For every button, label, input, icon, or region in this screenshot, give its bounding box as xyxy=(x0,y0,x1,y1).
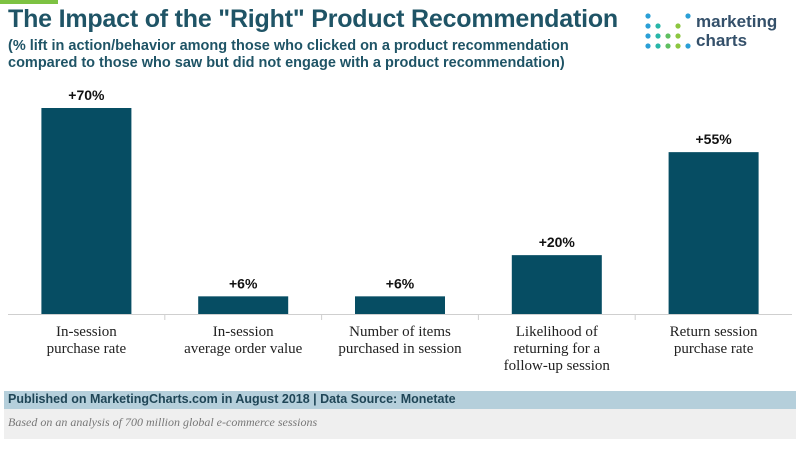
data-label: +6% xyxy=(386,275,415,291)
bar xyxy=(355,296,445,314)
marketingcharts-logo: marketing charts xyxy=(644,12,794,52)
chart-subtitle: (% lift in action/behavior among those w… xyxy=(8,38,569,71)
bar xyxy=(41,108,132,314)
logo-line-2: charts xyxy=(696,31,748,50)
chart-title: The Impact of the "Right" Product Recomm… xyxy=(8,5,618,33)
category-label-line: purchase rate xyxy=(674,341,754,357)
source-bar: Published on MarketingCharts.com in Augu… xyxy=(4,391,796,409)
data-label: +70% xyxy=(68,87,105,103)
methodology-note: Based on an analysis of 700 million glob… xyxy=(4,409,796,439)
category-label-line: Likelihood of xyxy=(516,324,598,340)
data-label: +20% xyxy=(539,234,576,250)
top-accent-bar xyxy=(0,0,58,4)
category-label: Likelihood of returning for a follow-up se… xyxy=(504,324,611,374)
category-label: In-session average order value xyxy=(184,324,303,357)
category-label-line: In-session xyxy=(213,324,274,340)
category-label-line: Return session xyxy=(670,324,758,340)
logo-wordmark: marketing charts xyxy=(696,12,777,50)
category-label-line: purchase rate xyxy=(47,341,127,357)
category-label-line: returning for a xyxy=(513,341,600,357)
category-label: Number of items purchased in session xyxy=(338,324,462,357)
bar xyxy=(511,255,602,314)
category-label-line: Number of items xyxy=(349,324,451,340)
category-label-line: average order value xyxy=(184,341,303,357)
data-label: +55% xyxy=(695,131,732,147)
data-label: +6% xyxy=(229,275,258,291)
category-label: Return session purchase rate xyxy=(670,324,758,357)
logo-line-1: marketing xyxy=(696,12,778,31)
category-label-line: In-session xyxy=(56,324,117,340)
bar xyxy=(198,296,289,314)
source-text: Published on MarketingCharts.com in Augu… xyxy=(8,392,456,406)
dot-grid-icon xyxy=(645,13,691,49)
methodology-text: Based on an analysis of 700 million glob… xyxy=(8,415,318,429)
bar-chart: +70%In-session purchase rate+6%In-session… xyxy=(8,87,792,374)
bar xyxy=(668,152,759,314)
category-label-line: purchased in session xyxy=(338,341,462,357)
category-label-line: follow-up session xyxy=(504,358,611,374)
category-label: In-session purchase rate xyxy=(47,324,127,357)
